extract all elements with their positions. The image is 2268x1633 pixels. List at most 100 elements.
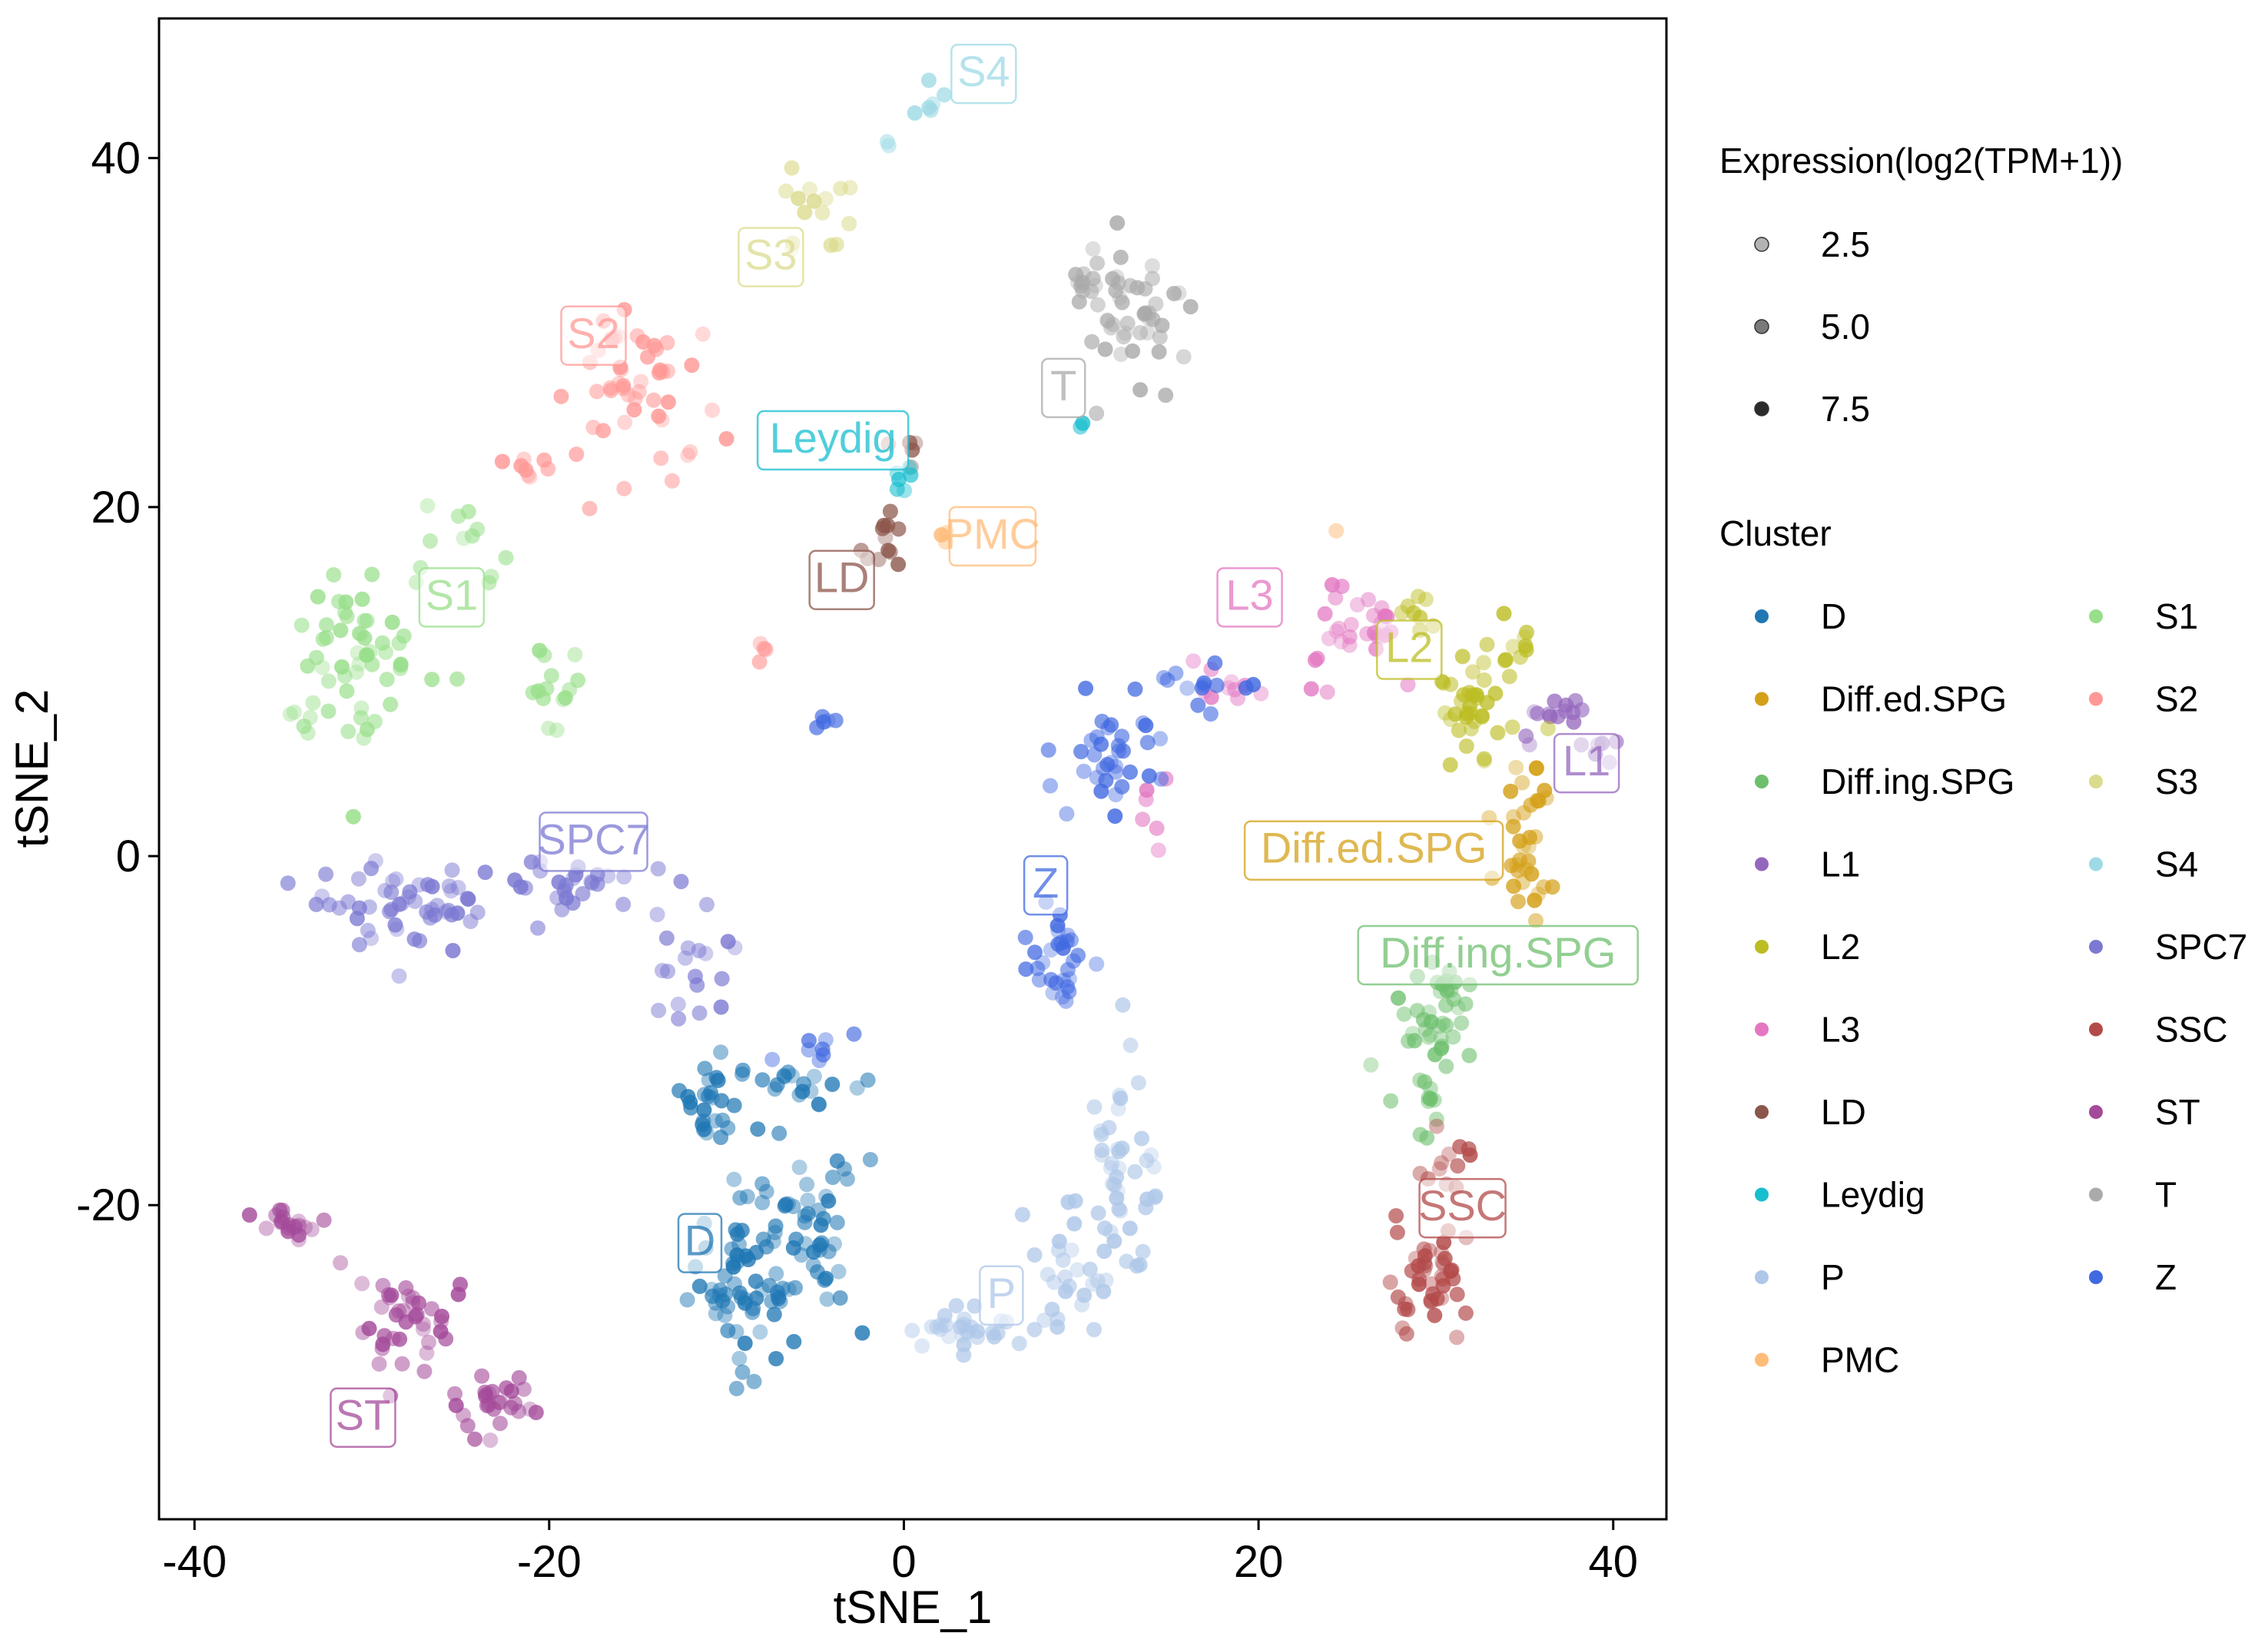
point-s1 bbox=[351, 626, 367, 642]
point-d bbox=[711, 1287, 728, 1303]
legend-label-z: Z bbox=[2155, 1257, 2177, 1297]
legend-key-l3 bbox=[1755, 1022, 1769, 1037]
point-spc7 bbox=[450, 880, 466, 895]
cluster-label-ld: LD bbox=[808, 549, 875, 610]
point-l2 bbox=[1504, 719, 1520, 735]
point-p bbox=[1134, 1130, 1149, 1147]
point-t bbox=[1144, 258, 1160, 274]
point-z bbox=[1153, 771, 1169, 787]
point-s1 bbox=[300, 658, 316, 674]
point-st bbox=[448, 1397, 464, 1413]
point-l3 bbox=[1359, 626, 1375, 642]
point-spc7 bbox=[565, 871, 582, 887]
point-st bbox=[400, 1288, 416, 1304]
point-d bbox=[780, 1196, 796, 1212]
point-st bbox=[373, 1299, 390, 1315]
point-d bbox=[791, 1160, 807, 1175]
point-d bbox=[754, 1072, 771, 1088]
point-s1 bbox=[423, 533, 438, 549]
point-t bbox=[1125, 343, 1141, 359]
point-d bbox=[734, 1062, 751, 1078]
cluster-label-p: P bbox=[979, 1265, 1024, 1326]
point-s4 bbox=[920, 72, 937, 88]
point-p bbox=[940, 1329, 957, 1345]
point-st bbox=[492, 1416, 508, 1432]
point-s1 bbox=[543, 668, 559, 684]
point-st bbox=[375, 1277, 391, 1293]
svg-text:SSC: SSC bbox=[1418, 1181, 1507, 1230]
point-spc7 bbox=[387, 917, 403, 933]
point-l2 bbox=[1451, 722, 1467, 739]
point-s2 bbox=[645, 392, 662, 408]
point-t bbox=[1109, 269, 1125, 285]
point-t bbox=[1114, 294, 1130, 310]
point-diff-ing-spg bbox=[1433, 1030, 1449, 1046]
point-diff-ing-spg bbox=[1419, 1130, 1435, 1146]
point-t bbox=[1151, 344, 1167, 360]
point-ssc bbox=[1428, 1118, 1444, 1134]
point-spc7 bbox=[699, 897, 715, 913]
point-p bbox=[986, 1329, 1002, 1345]
point-spc7 bbox=[441, 878, 457, 894]
legend-label-s1: S1 bbox=[2155, 596, 2198, 636]
point-s1 bbox=[331, 593, 346, 609]
point-spc7 bbox=[523, 854, 539, 870]
point-d bbox=[738, 1248, 754, 1264]
point-d bbox=[739, 1189, 755, 1205]
cluster-label-spc7: SPC7 bbox=[537, 812, 650, 872]
point-l3 bbox=[1349, 597, 1365, 612]
point-d bbox=[714, 1093, 730, 1109]
point-diff-ed-spg bbox=[1536, 879, 1552, 895]
point-p bbox=[1109, 1190, 1125, 1206]
cluster-labels-layer: D Diff.ed.SPG Diff.ing.SPG L1 L2 L3 LD Leydig P P… bbox=[330, 43, 1639, 1448]
point-st bbox=[316, 1212, 332, 1228]
point-z bbox=[846, 1026, 862, 1042]
point-l3 bbox=[1203, 689, 1219, 705]
point-spc7 bbox=[443, 883, 459, 899]
point-d bbox=[752, 1324, 768, 1340]
point-l2 bbox=[1394, 605, 1410, 621]
point-t bbox=[1171, 285, 1187, 301]
point-z bbox=[1017, 929, 1033, 945]
point-diff-ing-spg bbox=[1461, 1047, 1477, 1064]
point-spc7 bbox=[680, 940, 696, 956]
point-s3 bbox=[806, 193, 822, 209]
point-l3 bbox=[1328, 590, 1344, 606]
point-d bbox=[812, 1237, 827, 1253]
svg-text:Leydig: Leydig bbox=[770, 413, 897, 462]
point-s1 bbox=[567, 646, 583, 662]
point-z bbox=[814, 1041, 831, 1057]
legend-label-spc7: SPC7 bbox=[2155, 927, 2247, 967]
point-s2 bbox=[684, 357, 700, 373]
point-diff-ing-spg bbox=[1417, 1074, 1433, 1090]
cluster-label-st: ST bbox=[330, 1387, 396, 1448]
point-diff-ing-spg bbox=[1391, 990, 1406, 1006]
point-s1 bbox=[557, 690, 573, 706]
point-d bbox=[768, 1218, 784, 1234]
point-d bbox=[849, 1080, 865, 1096]
point-l2 bbox=[1443, 676, 1459, 692]
point-t bbox=[1105, 317, 1121, 333]
point-d bbox=[800, 1193, 816, 1208]
point-spc7 bbox=[698, 945, 714, 961]
color-legend-items: D Diff.ed.SPG Diff.ing.SPG L1 L2 L3 LD Leydig P P… bbox=[1755, 596, 2247, 1380]
point-st bbox=[467, 1431, 482, 1447]
point-s4 bbox=[937, 87, 952, 103]
point-z bbox=[1063, 932, 1079, 948]
point-leydig bbox=[1073, 419, 1089, 435]
point-ssc bbox=[1449, 1329, 1465, 1346]
point-d bbox=[862, 1152, 878, 1167]
point-z bbox=[1190, 697, 1206, 713]
point-z bbox=[1196, 675, 1212, 691]
point-s1 bbox=[337, 668, 353, 684]
cluster-label-pmc: PMC bbox=[945, 506, 1040, 567]
point-p bbox=[1026, 1247, 1043, 1263]
point-s2 bbox=[695, 326, 711, 342]
point-p bbox=[1094, 1142, 1110, 1158]
point-s3 bbox=[814, 204, 831, 221]
cluster-label-s3: S3 bbox=[738, 227, 804, 287]
point-l1 bbox=[1518, 728, 1534, 744]
point-s1 bbox=[314, 659, 330, 675]
point-ssc bbox=[1431, 1161, 1447, 1177]
point-spc7 bbox=[460, 891, 476, 907]
